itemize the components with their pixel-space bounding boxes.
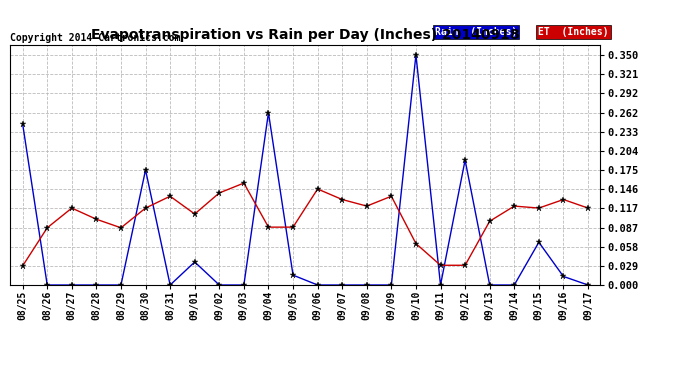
Title: Evapotranspiration vs Rain per Day (Inches) 20140918: Evapotranspiration vs Rain per Day (Inch… [91, 28, 520, 42]
Text: Copyright 2014 Cartronics.com: Copyright 2014 Cartronics.com [10, 33, 181, 43]
Text: Rain  (Inches): Rain (Inches) [435, 27, 518, 37]
Text: ET  (Inches): ET (Inches) [538, 27, 609, 37]
